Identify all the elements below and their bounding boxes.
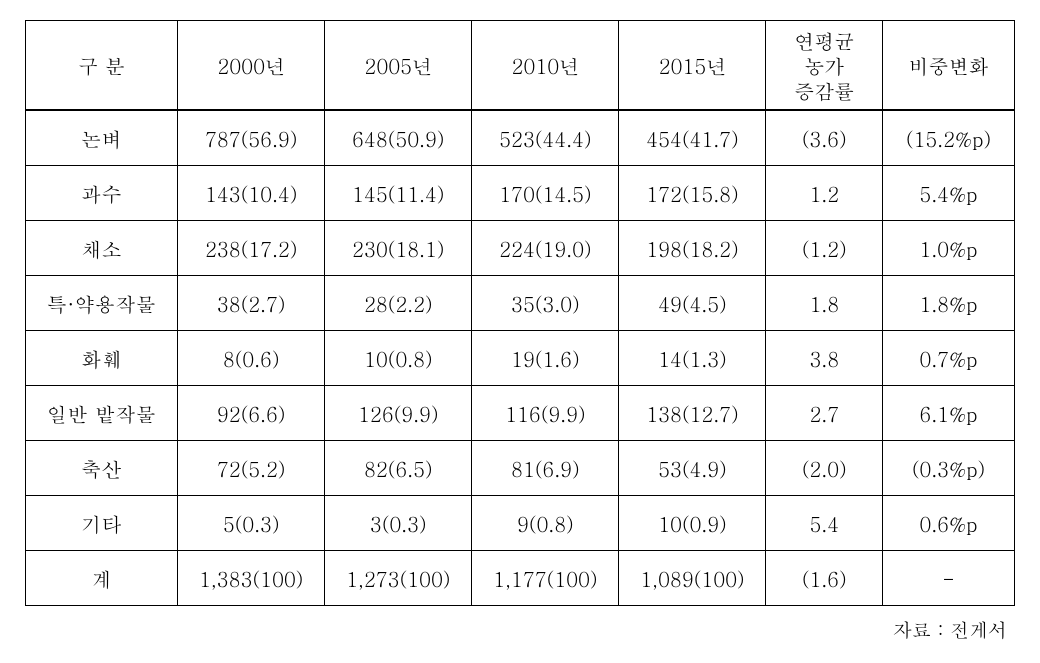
table-row: 특·약용작물38(2.7)28(2.2)35(3.0)49(4.5)1.81.8…: [26, 276, 1015, 331]
col-header-category: 구 분: [26, 21, 178, 111]
data-cell: 787(56.9): [178, 110, 325, 166]
col-header-avg-rate-text: 연평균농가증감률: [794, 26, 854, 105]
row-category-cell: 논벼: [26, 110, 178, 166]
table-row: 채소238(17.2)230(18.1)224(19.0)198(18.2)(1…: [26, 221, 1015, 276]
table-row: 화훼8(0.6)10(0.8)19(1.6)14(1.3)3.80.7%p: [26, 331, 1015, 386]
data-cell: 126(9.9): [325, 386, 472, 441]
data-cell: 1.8: [766, 276, 883, 331]
data-cell: (3.6): [766, 110, 883, 166]
table-row: 과수143(10.4)145(11.4)170(14.5)172(15.8)1.…: [26, 166, 1015, 221]
row-category-cell: 과수: [26, 166, 178, 221]
table-row: 일반 밭작물92(6.6)126(9.9)116(9.9)138(12.7)2.…: [26, 386, 1015, 441]
table-body: 논벼787(56.9)648(50.9)523(44.4)454(41.7)(3…: [26, 110, 1015, 606]
table-row: 축산72(5.2)82(6.5)81(6.9)53(4.9)(2.0)(0.3%…: [26, 441, 1015, 496]
data-cell: 648(50.9): [325, 110, 472, 166]
data-cell: 172(15.8): [619, 166, 766, 221]
data-cell: -: [883, 551, 1015, 606]
table-container: 구 분 2000년 2005년 2010년 2015년 연평균농가증감률 비중변…: [25, 20, 1015, 643]
data-cell: 0.6%p: [883, 496, 1015, 551]
data-cell: 454(41.7): [619, 110, 766, 166]
data-cell: 143(10.4): [178, 166, 325, 221]
data-cell: 14(1.3): [619, 331, 766, 386]
data-cell: 10(0.9): [619, 496, 766, 551]
data-cell: 0.7%p: [883, 331, 1015, 386]
data-cell: 8(0.6): [178, 331, 325, 386]
table-head: 구 분 2000년 2005년 2010년 2015년 연평균농가증감률 비중변…: [26, 21, 1015, 111]
data-cell: 53(4.9): [619, 441, 766, 496]
table-row: 논벼787(56.9)648(50.9)523(44.4)454(41.7)(3…: [26, 110, 1015, 166]
data-cell: 28(2.2): [325, 276, 472, 331]
row-category-cell: 기타: [26, 496, 178, 551]
col-header-2005: 2005년: [325, 21, 472, 111]
data-cell: (1.2): [766, 221, 883, 276]
data-cell: 1.2: [766, 166, 883, 221]
header-row: 구 분 2000년 2005년 2010년 2015년 연평균농가증감률 비중변…: [26, 21, 1015, 111]
col-header-2015: 2015년: [619, 21, 766, 111]
col-header-avg-rate: 연평균농가증감률: [766, 21, 883, 111]
row-category-cell: 채소: [26, 221, 178, 276]
row-category-cell: 일반 밭작물: [26, 386, 178, 441]
data-cell: 145(11.4): [325, 166, 472, 221]
source-line: 자료 : 전게서: [25, 616, 1015, 643]
data-cell: 230(18.1): [325, 221, 472, 276]
data-cell: (15.2%p): [883, 110, 1015, 166]
data-cell: 1.0%p: [883, 221, 1015, 276]
data-cell: 19(1.6): [472, 331, 619, 386]
data-cell: 198(18.2): [619, 221, 766, 276]
col-header-2000: 2000년: [178, 21, 325, 111]
data-cell: 9(0.8): [472, 496, 619, 551]
col-header-share-change: 비중변화: [883, 21, 1015, 111]
data-cell: 238(17.2): [178, 221, 325, 276]
data-cell: 116(9.9): [472, 386, 619, 441]
data-cell: 6.1%p: [883, 386, 1015, 441]
data-cell: 1,273(100): [325, 551, 472, 606]
data-cell: 3.8: [766, 331, 883, 386]
data-cell: 82(6.5): [325, 441, 472, 496]
row-category-cell: 축산: [26, 441, 178, 496]
data-cell: 35(3.0): [472, 276, 619, 331]
data-cell: 38(2.7): [178, 276, 325, 331]
data-cell: (2.0): [766, 441, 883, 496]
data-cell: (1.6): [766, 551, 883, 606]
data-cell: 5.4%p: [883, 166, 1015, 221]
data-cell: 72(5.2): [178, 441, 325, 496]
data-cell: 92(6.6): [178, 386, 325, 441]
data-table: 구 분 2000년 2005년 2010년 2015년 연평균농가증감률 비중변…: [25, 20, 1015, 606]
data-cell: 5(0.3): [178, 496, 325, 551]
data-cell: 81(6.9): [472, 441, 619, 496]
data-cell: 1,089(100): [619, 551, 766, 606]
data-cell: 170(14.5): [472, 166, 619, 221]
data-cell: 10(0.8): [325, 331, 472, 386]
row-category-cell: 특·약용작물: [26, 276, 178, 331]
table-row: 기타5(0.3)3(0.3)9(0.8)10(0.9)5.40.6%p: [26, 496, 1015, 551]
data-cell: 3(0.3): [325, 496, 472, 551]
data-cell: 224(19.0): [472, 221, 619, 276]
data-cell: 49(4.5): [619, 276, 766, 331]
data-cell: 1,383(100): [178, 551, 325, 606]
col-header-2010: 2010년: [472, 21, 619, 111]
data-cell: 5.4: [766, 496, 883, 551]
data-cell: 2.7: [766, 386, 883, 441]
row-category-cell: 화훼: [26, 331, 178, 386]
data-cell: 1,177(100): [472, 551, 619, 606]
data-cell: 138(12.7): [619, 386, 766, 441]
data-cell: 523(44.4): [472, 110, 619, 166]
data-cell: (0.3%p): [883, 441, 1015, 496]
data-cell: 1.8%p: [883, 276, 1015, 331]
table-row: 계1,383(100)1,273(100)1,177(100)1,089(100…: [26, 551, 1015, 606]
row-category-cell: 계: [26, 551, 178, 606]
